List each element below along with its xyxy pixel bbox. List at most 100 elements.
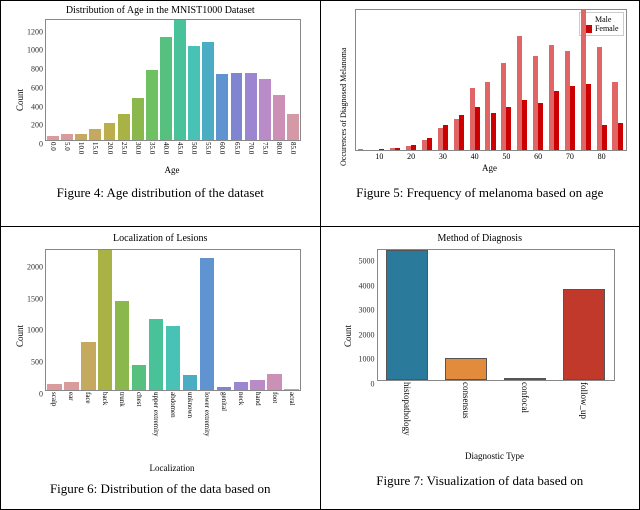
- y-tick: 1500: [27, 294, 43, 303]
- x-tick: 10.0: [77, 142, 85, 154]
- bar: [386, 250, 427, 380]
- x-tick: 5.0: [63, 142, 71, 151]
- x-tick: follow_up: [579, 382, 589, 419]
- bar: [586, 84, 591, 150]
- x-tick: 80.0: [275, 142, 283, 154]
- y-tick: 3000: [359, 306, 375, 315]
- fig7-title: Method of Diagnosis: [321, 233, 640, 244]
- bar: [132, 365, 146, 390]
- bar: [75, 134, 87, 140]
- bar: [47, 384, 61, 390]
- x-tick: 40: [471, 152, 479, 161]
- fig6-plot-area: scalpearfacebacktrunkchestupper extremit…: [45, 249, 301, 391]
- x-tick: histopathology: [402, 382, 412, 436]
- bar: [89, 129, 101, 140]
- bar: [506, 107, 511, 150]
- x-tick: 65.0: [233, 142, 241, 154]
- x-tick: 0.0: [49, 142, 57, 151]
- bar: [174, 20, 186, 140]
- x-tick: 35.0: [148, 142, 156, 154]
- chart-fig5: Occurences of Diagnosed Melanoma Male Fe…: [321, 1, 640, 179]
- bar: [245, 73, 257, 141]
- bar: [602, 125, 607, 150]
- x-tick: 45.0: [176, 142, 184, 154]
- x-tick: 30.0: [134, 142, 142, 154]
- y-tick: 600: [31, 83, 43, 92]
- bar: [183, 375, 197, 390]
- x-tick: scalp: [50, 392, 58, 406]
- x-tick: 10: [375, 152, 383, 161]
- x-tick: trunk: [118, 392, 126, 407]
- bar: [570, 86, 575, 150]
- x-tick: back: [101, 392, 109, 405]
- fig6-ylabel: Count: [15, 325, 25, 347]
- x-tick: 30: [439, 152, 447, 161]
- y-tick: 2000: [359, 330, 375, 339]
- y-tick: 800: [31, 65, 43, 74]
- bar: [47, 136, 59, 140]
- y-tick: 5000: [359, 257, 375, 266]
- bar: [475, 107, 480, 150]
- x-tick: foot: [271, 392, 279, 403]
- x-tick: 80: [598, 152, 606, 161]
- x-tick: 15.0: [91, 142, 99, 154]
- fig5-xlabel: Age: [355, 163, 625, 173]
- fig4-ylabel: Count: [15, 89, 25, 111]
- y-tick: 200: [31, 121, 43, 130]
- row-2: Localization of Lesions Count scalpearfa…: [1, 227, 639, 510]
- bar: [287, 114, 299, 140]
- y-tick: 4000: [359, 281, 375, 290]
- bar: [284, 389, 298, 390]
- x-tick: acral: [288, 392, 296, 406]
- y-tick: 1000: [359, 355, 375, 364]
- x-tick: ear: [67, 392, 75, 401]
- bar: [554, 91, 559, 150]
- chart-fig7: Method of Diagnosis Count histopathology…: [321, 227, 640, 467]
- x-tick: 50: [502, 152, 510, 161]
- bar: [522, 100, 527, 150]
- bar: [267, 374, 281, 390]
- bar: [445, 358, 486, 380]
- row-1: Distribution of Age in the MNIST1000 Dat…: [1, 1, 639, 227]
- y-tick: 0: [39, 390, 43, 399]
- x-tick: hand: [254, 392, 262, 406]
- x-tick: genital: [220, 392, 228, 411]
- bar: [200, 258, 214, 390]
- x-tick: 20.0: [106, 142, 114, 154]
- bar: [216, 74, 228, 140]
- bar: [132, 98, 144, 140]
- fig7-xlabel: Diagnostic Type: [377, 451, 613, 461]
- x-tick: lower extremity: [203, 392, 211, 437]
- x-tick: 60.0: [218, 142, 226, 154]
- y-tick: 0: [39, 140, 43, 149]
- x-tick: 55.0: [204, 142, 212, 154]
- bar: [443, 125, 448, 150]
- bar: [427, 138, 432, 150]
- bar: [146, 70, 158, 140]
- x-tick: consensus: [461, 382, 471, 419]
- bar: [250, 380, 264, 390]
- bar: [188, 46, 200, 140]
- bar: [166, 326, 180, 390]
- bar: [273, 95, 285, 140]
- bar: [160, 37, 172, 140]
- x-tick: face: [84, 392, 92, 404]
- fig5-legend-row-female: Female: [584, 24, 619, 33]
- fig5-plot-area: Male Female 1020304050607080: [355, 9, 627, 151]
- y-tick: 500: [31, 358, 43, 367]
- chart-fig6: Localization of Lesions Count scalpearfa…: [1, 227, 320, 479]
- x-tick: chest: [135, 392, 143, 406]
- bar: [98, 250, 112, 390]
- bar: [217, 387, 231, 390]
- bar: [379, 149, 384, 150]
- cell-fig4: Distribution of Age in the MNIST1000 Dat…: [1, 1, 321, 226]
- y-tick: 2000: [27, 262, 43, 271]
- y-tick: 1000: [27, 326, 43, 335]
- x-tick: 75.0: [261, 142, 269, 154]
- x-tick: confocal: [520, 382, 530, 413]
- legend-label-female: Female: [595, 24, 619, 33]
- cell-fig6: Localization of Lesions Count scalpearfa…: [1, 227, 321, 510]
- y-tick: 1200: [27, 27, 43, 36]
- x-tick: neck: [237, 392, 245, 405]
- x-tick: 70: [566, 152, 574, 161]
